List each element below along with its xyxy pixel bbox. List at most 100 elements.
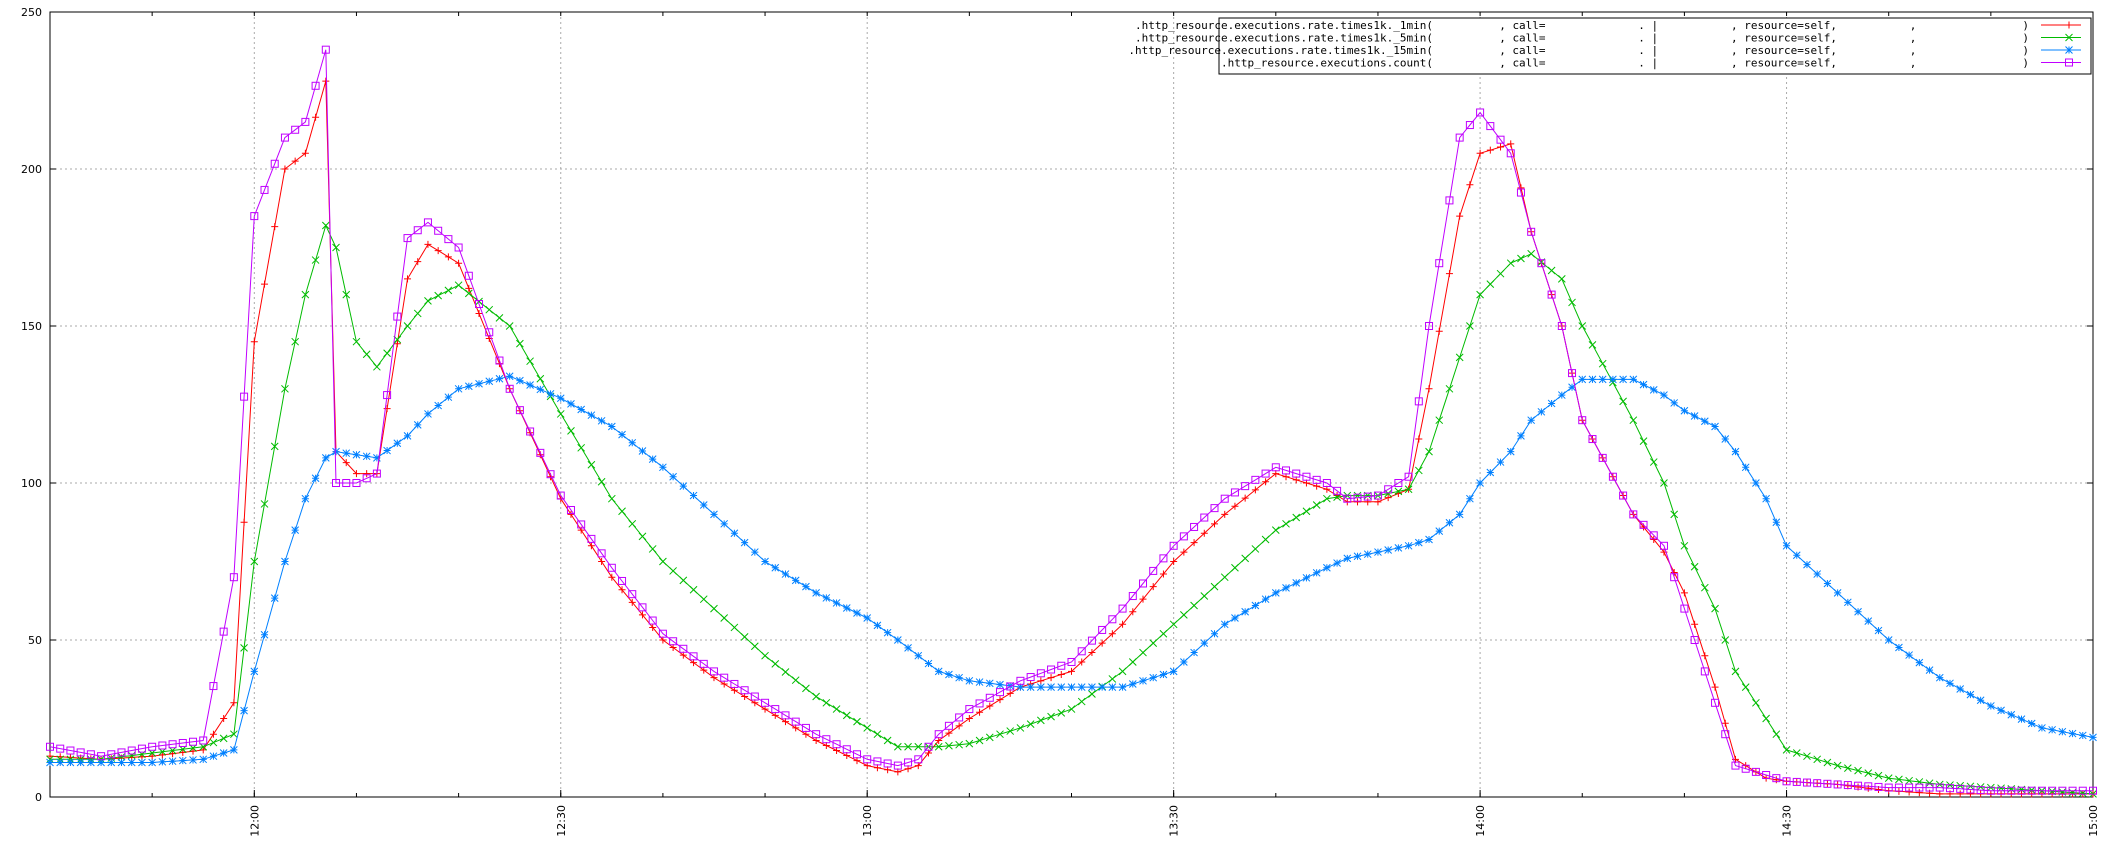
plus-marker (1711, 683, 1719, 691)
star-marker (1302, 573, 1311, 582)
star-marker (812, 589, 820, 597)
cross-marker (1435, 416, 1444, 425)
plus-marker (1354, 498, 1362, 506)
star-marker (148, 758, 157, 767)
cross-marker (1843, 764, 1852, 772)
plus-marker (1476, 149, 1484, 157)
square-marker (607, 563, 616, 572)
square-marker (1067, 657, 1076, 666)
star-marker (618, 430, 626, 439)
star-marker (1088, 683, 1096, 691)
square-marker (1333, 486, 1342, 495)
square-marker (250, 212, 259, 221)
series-line (49, 49, 2093, 792)
square-marker (720, 673, 729, 682)
star-marker (883, 628, 892, 637)
star-marker (1455, 510, 1464, 519)
cross-marker (424, 297, 432, 305)
star-marker (1323, 563, 1331, 572)
square-marker (403, 234, 412, 243)
star-marker (1731, 447, 1740, 456)
cross-marker (454, 281, 463, 290)
star-marker (1394, 544, 1403, 552)
cross-marker (1864, 769, 1873, 777)
star-marker (1343, 554, 1352, 563)
star-marker (199, 755, 208, 764)
cross-marker (127, 751, 136, 760)
star-marker (1721, 435, 1730, 443)
star-marker (281, 557, 289, 566)
plus-marker (281, 165, 289, 173)
star-marker (1537, 407, 1546, 416)
cross-marker (1496, 269, 1505, 278)
square-marker (86, 750, 95, 759)
star-marker (659, 463, 667, 472)
star-marker (740, 538, 749, 547)
plus-marker (2065, 21, 2073, 29)
square-marker (1210, 504, 1219, 513)
star-marker (669, 472, 677, 481)
y-tick-label: 150 (21, 320, 42, 333)
series-line (50, 375, 2094, 763)
plus-marker (158, 751, 166, 759)
square-marker (434, 226, 443, 235)
star-marker (1629, 375, 1638, 384)
plus-marker (342, 459, 350, 467)
square-marker (1782, 777, 1791, 786)
plus-marker (404, 275, 412, 283)
square-marker (1670, 573, 1679, 582)
square-marker (873, 757, 882, 766)
star-marker (2058, 727, 2067, 736)
cross-marker (209, 738, 218, 747)
square-marker (648, 616, 657, 625)
plus-marker (567, 510, 575, 518)
cross-marker (464, 289, 473, 298)
cross-marker (720, 614, 729, 622)
square-marker (1404, 472, 1413, 481)
plus-marker (1088, 649, 1096, 657)
square-marker (46, 742, 54, 751)
star-marker (434, 401, 443, 410)
cross-marker (904, 742, 912, 751)
star-marker (46, 758, 54, 767)
square-marker (1200, 513, 1209, 522)
square-marker (413, 226, 422, 235)
cross-marker (373, 362, 381, 371)
cross-marker (250, 557, 259, 566)
square-marker (1680, 604, 1689, 613)
square-marker (1700, 667, 1709, 676)
star-marker (1139, 676, 1147, 685)
plus-marker (434, 247, 442, 255)
cross-marker (975, 736, 984, 745)
square-marker (1047, 665, 1056, 674)
star-marker (1282, 584, 1290, 592)
star-marker (1547, 399, 1556, 408)
star-marker (1997, 706, 2005, 715)
star-marker (1803, 560, 1811, 569)
cross-marker (893, 742, 902, 751)
square-marker (2048, 786, 2057, 795)
cross-marker (1762, 714, 1770, 723)
star-marker (720, 519, 729, 528)
square-marker (1751, 767, 1760, 776)
cross-marker (1670, 510, 1679, 519)
plus-marker (148, 752, 156, 760)
cross-marker (710, 604, 718, 613)
cross-marker (699, 595, 708, 604)
cross-marker (1414, 466, 1423, 475)
star-marker (56, 758, 65, 767)
star-marker (1915, 658, 1924, 667)
star-marker (1271, 589, 1280, 597)
cross-marker (965, 739, 974, 748)
star-marker (1159, 670, 1168, 679)
square-marker (1608, 472, 1617, 481)
square-marker (1833, 780, 1842, 789)
cross-marker (1721, 636, 1730, 644)
plus-marker (291, 157, 299, 165)
square-marker (658, 629, 667, 638)
plus-marker (608, 573, 616, 581)
square-marker (1966, 785, 1975, 794)
star-marker (802, 582, 810, 591)
cross-marker (1905, 776, 1913, 785)
square-marker (1373, 491, 1382, 500)
